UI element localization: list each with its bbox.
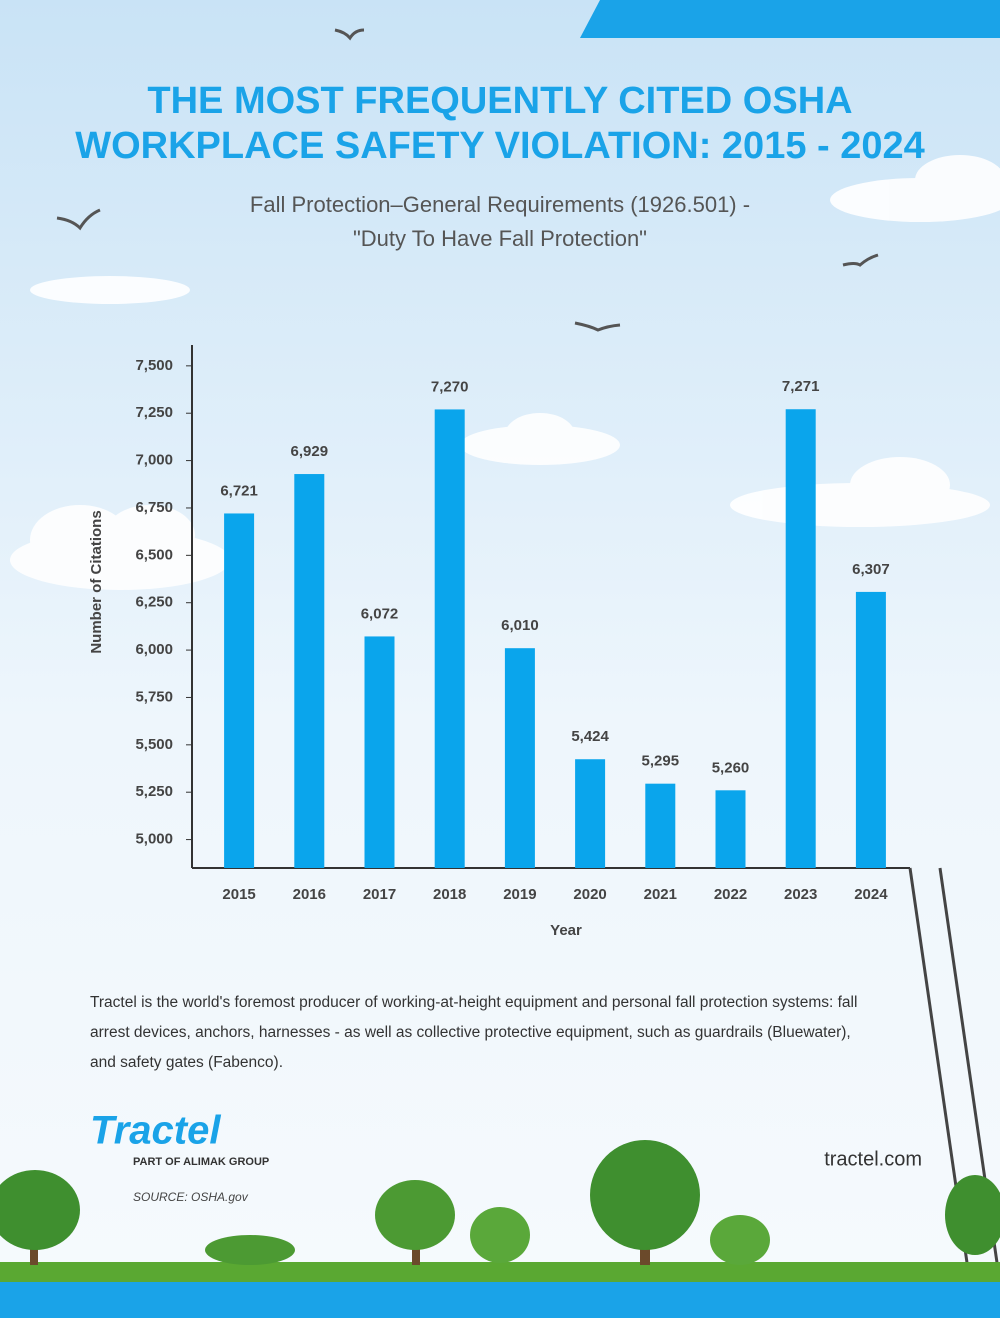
x-axis-label: Year [550, 922, 582, 939]
bar [364, 636, 395, 868]
y-tick-label: 7,500 [135, 357, 173, 374]
bar [504, 648, 535, 868]
x-tick-label: 2020 [573, 886, 606, 903]
description: Tractel is the world's foremost producer… [90, 994, 858, 1071]
bar [855, 591, 886, 868]
y-tick-label: 6,750 [135, 499, 173, 516]
data-label: 7,271 [782, 378, 820, 395]
y-tick-label: 6,000 [135, 641, 173, 658]
x-tick-label: 2024 [854, 886, 888, 903]
subtitle: Fall Protection–General Requirements (19… [250, 192, 750, 217]
source: SOURCE: OSHA.gov [133, 1190, 249, 1204]
x-tick-label: 2016 [293, 886, 326, 903]
trees [0, 1140, 1000, 1265]
logo: Tractel [90, 1109, 221, 1153]
bar [715, 790, 746, 868]
y-tick-label: 6,500 [135, 546, 173, 563]
data-label: 7,270 [431, 378, 469, 395]
data-label: 6,307 [852, 561, 890, 578]
y-tick-label: 5,000 [135, 831, 173, 848]
x-tick-label: 2023 [784, 886, 817, 903]
data-label: 5,424 [571, 728, 609, 745]
bar [224, 513, 255, 868]
grass [0, 1262, 1000, 1282]
birds [56, 28, 879, 332]
x-tick-label: 2017 [363, 886, 396, 903]
data-label: 6,929 [291, 443, 329, 460]
bar [575, 759, 606, 868]
title: WORKPLACE SAFETY VIOLATION: 2015 - 2024 [75, 125, 925, 167]
x-tick-label: 2021 [644, 886, 677, 903]
bar [434, 409, 465, 868]
x-tick-label: 2015 [222, 886, 255, 903]
subtitle: "Duty To Have Fall Protection" [353, 226, 647, 251]
y-tick-label: 5,250 [135, 783, 173, 800]
clouds [10, 155, 1000, 590]
x-tick-label: 2019 [503, 886, 536, 903]
y-tick-label: 5,750 [135, 688, 173, 705]
data-label: 5,295 [642, 753, 680, 770]
y-tick-label: 7,000 [135, 452, 173, 469]
y-tick-label: 6,250 [135, 594, 173, 611]
x-tick-label: 2022 [714, 886, 747, 903]
data-label: 6,010 [501, 617, 539, 634]
bar [785, 409, 816, 868]
data-label: 6,721 [220, 482, 258, 499]
corner-banner [580, 0, 1000, 38]
x-tick-label: 2018 [433, 886, 466, 903]
title: THE MOST FREQUENTLY CITED OSHA [147, 80, 852, 122]
water [0, 1280, 1000, 1318]
bar [645, 783, 676, 868]
y-tick-label: 5,500 [135, 736, 173, 753]
logo-tagline: PART OF ALIMAK GROUP [133, 1156, 269, 1168]
data-label: 5,260 [712, 759, 750, 776]
data-label: 6,072 [361, 605, 399, 622]
bar [294, 474, 325, 868]
y-axis-label: Number of Citations [88, 510, 105, 653]
y-tick-label: 7,250 [135, 404, 173, 421]
website: tractel.com [824, 1148, 922, 1170]
